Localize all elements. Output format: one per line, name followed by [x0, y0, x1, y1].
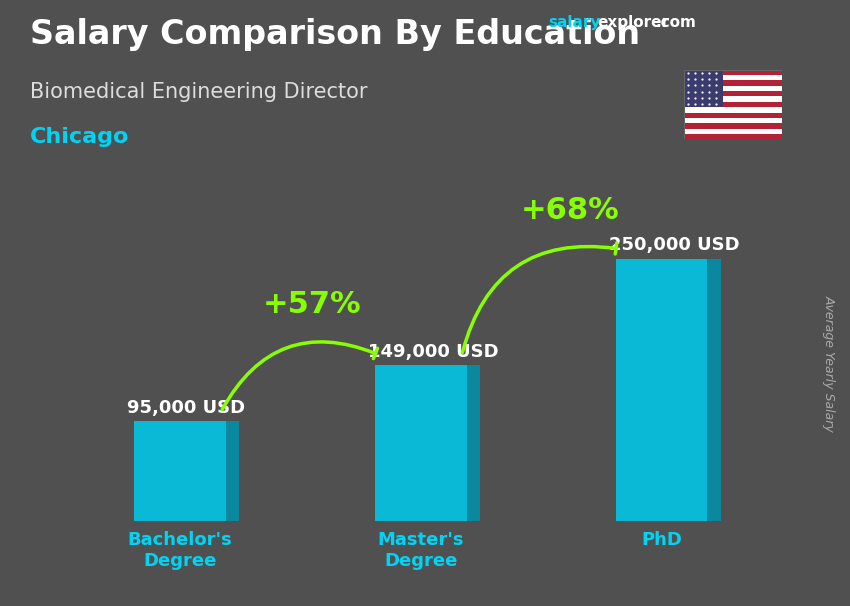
- Bar: [684, 96, 782, 102]
- Bar: [684, 113, 782, 118]
- Polygon shape: [615, 259, 707, 521]
- Polygon shape: [375, 365, 467, 521]
- Polygon shape: [707, 259, 721, 521]
- Text: Biomedical Engineering Director: Biomedical Engineering Director: [30, 82, 367, 102]
- Bar: [684, 91, 782, 96]
- Bar: [684, 134, 782, 139]
- Text: explorer: explorer: [598, 15, 670, 30]
- Bar: [684, 70, 782, 75]
- Polygon shape: [225, 421, 239, 521]
- Bar: [684, 118, 782, 123]
- Bar: [684, 102, 782, 107]
- Polygon shape: [134, 421, 225, 521]
- Text: Average Yearly Salary: Average Yearly Salary: [822, 295, 836, 432]
- Text: 95,000 USD: 95,000 USD: [127, 399, 245, 418]
- Text: Salary Comparison By Education: Salary Comparison By Education: [30, 18, 640, 51]
- Text: .com: .com: [655, 15, 696, 30]
- Bar: [684, 123, 782, 128]
- Bar: [684, 128, 782, 134]
- Polygon shape: [467, 365, 479, 521]
- Text: +57%: +57%: [263, 290, 362, 319]
- Bar: [684, 75, 782, 81]
- Bar: [684, 70, 723, 107]
- Text: salary: salary: [548, 15, 601, 30]
- Text: +68%: +68%: [521, 196, 620, 225]
- Bar: [684, 86, 782, 91]
- Bar: [684, 81, 782, 86]
- Text: Chicago: Chicago: [30, 127, 129, 147]
- Bar: [684, 107, 782, 113]
- Text: 149,000 USD: 149,000 USD: [368, 342, 498, 361]
- Text: 250,000 USD: 250,000 USD: [609, 236, 740, 255]
